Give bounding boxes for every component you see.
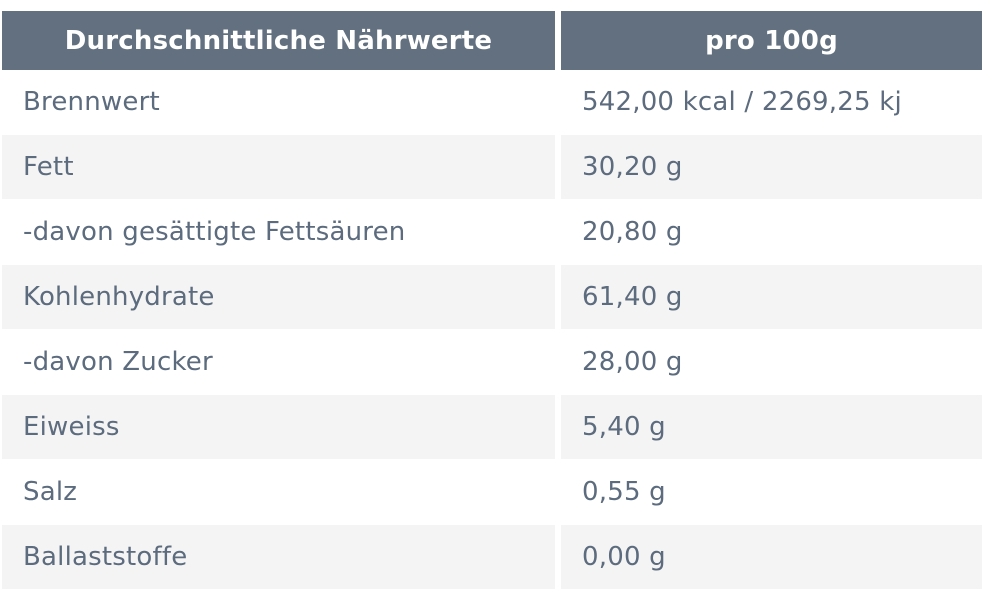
nutrient-value: 30,20 g xyxy=(561,135,982,200)
table-row: Brennwert 542,00 kcal / 2269,25 kj xyxy=(2,70,982,135)
nutrient-value: 542,00 kcal / 2269,25 kj xyxy=(561,70,982,135)
nutrient-name: Brennwert xyxy=(2,70,555,135)
table-row: Fett 30,20 g xyxy=(2,135,982,200)
table-row: Ballaststoffe 0,00 g xyxy=(2,525,982,590)
header-per-100g: pro 100g xyxy=(561,11,982,70)
column-gap xyxy=(555,11,561,70)
nutrient-name: Kohlenhydrate xyxy=(2,265,555,330)
table-row: Salz 0,55 g xyxy=(2,460,982,525)
nutrient-value: 20,80 g xyxy=(561,200,982,265)
table-header-row: Durchschnittliche Nährwerte pro 100g xyxy=(2,11,982,70)
nutrient-name: Salz xyxy=(2,460,555,525)
nutrient-name: Fett xyxy=(2,135,555,200)
header-nutrient: Durchschnittliche Nährwerte xyxy=(2,11,555,70)
nutrient-value: 28,00 g xyxy=(561,330,982,395)
table-row: Eiweiss 5,40 g xyxy=(2,395,982,460)
table-row: Kohlenhydrate 61,40 g xyxy=(2,265,982,330)
nutrient-name: Ballaststoffe xyxy=(2,525,555,590)
nutrition-table: Durchschnittliche Nährwerte pro 100g Bre… xyxy=(2,11,982,590)
nutrient-value: 61,40 g xyxy=(561,265,982,330)
nutrient-name: -davon Zucker xyxy=(2,330,555,395)
nutrient-value: 0,55 g xyxy=(561,460,982,525)
nutrient-value: 0,00 g xyxy=(561,525,982,590)
nutrient-name: -davon gesättigte Fettsäuren xyxy=(2,200,555,265)
table-row: -davon Zucker 28,00 g xyxy=(2,330,982,395)
nutrient-name: Eiweiss xyxy=(2,395,555,460)
table-row: -davon gesättigte Fettsäuren 20,80 g xyxy=(2,200,982,265)
nutrient-value: 5,40 g xyxy=(561,395,982,460)
